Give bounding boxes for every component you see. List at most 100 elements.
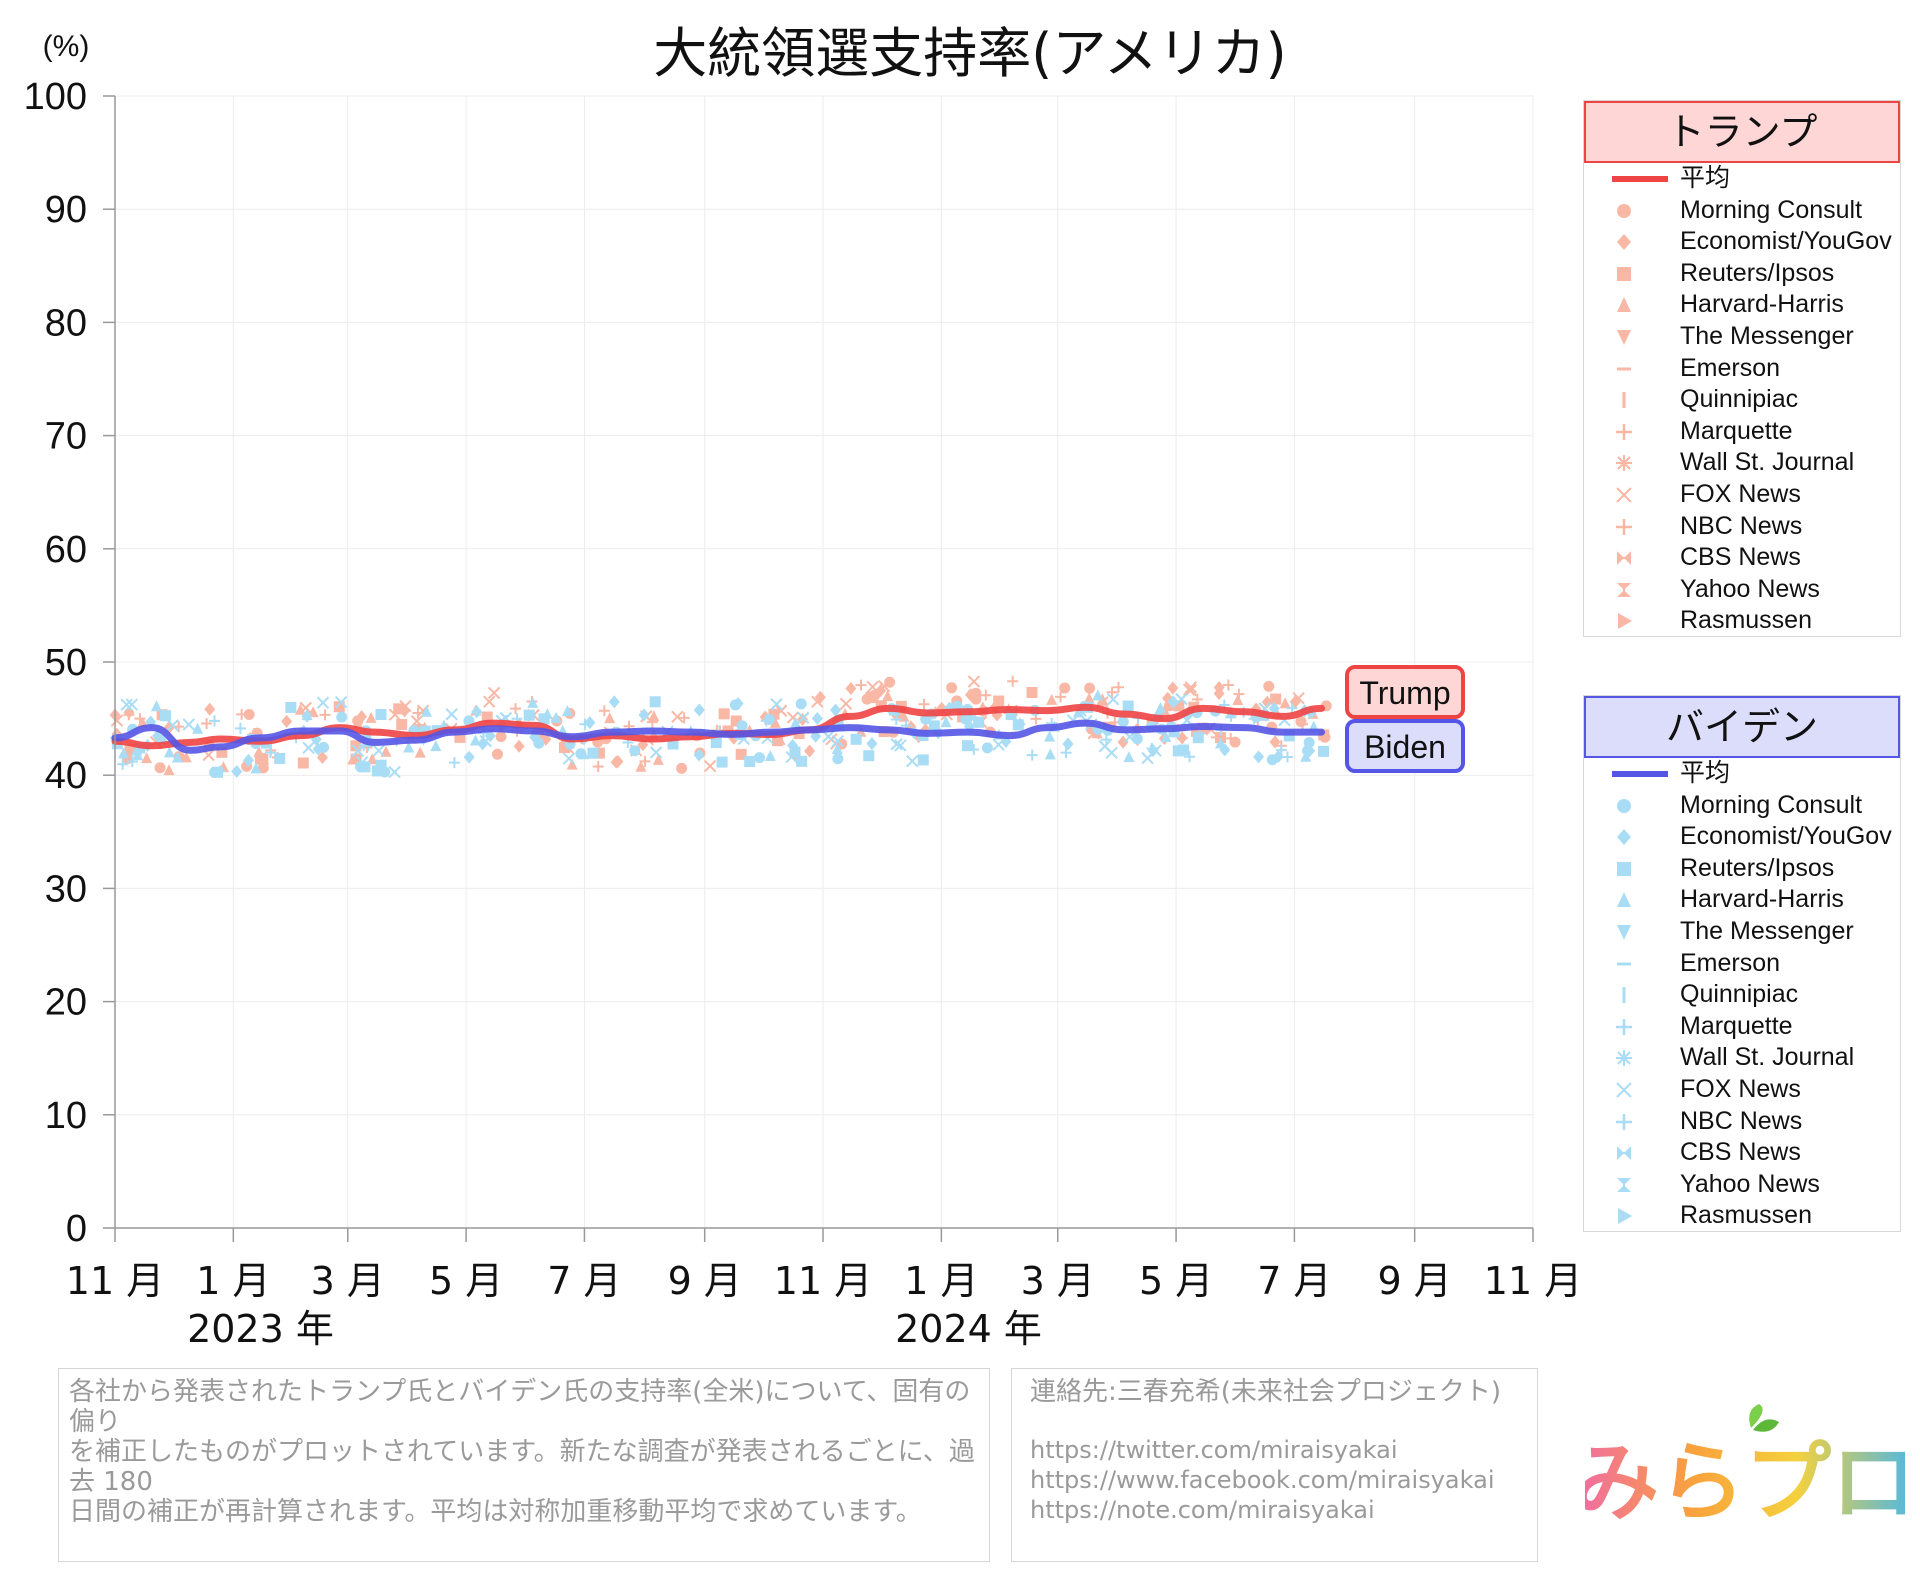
legend-label: NBC News: [1680, 511, 1803, 540]
legend-label: Marquette: [1680, 1011, 1793, 1040]
poll-marker: [1106, 693, 1120, 706]
poll-marker: [593, 747, 605, 759]
poll-marker: [302, 741, 315, 755]
diamond-icon: [1617, 829, 1631, 846]
poll-marker: [347, 753, 359, 765]
bowtie-icon: [1617, 1146, 1631, 1161]
y-tick-label: 70: [45, 416, 87, 458]
poll-marker: [375, 708, 387, 720]
poll-marker: [671, 710, 684, 724]
logo-text: みらプロ: [1585, 1433, 1905, 1533]
poll-marker: [1283, 730, 1295, 742]
poll-marker: [629, 745, 641, 757]
legend-trump: トランプ 平均 Morning Consult Economist/YouGov Re…: [1583, 100, 1901, 637]
poll-marker: [157, 732, 169, 744]
poll-marker: [365, 711, 377, 723]
poll-marker: [981, 742, 993, 754]
poll-marker: [787, 738, 799, 752]
legend-label: Wall St. Journal: [1680, 448, 1855, 477]
link-note[interactable]: https://note.com/miraisyakai: [1030, 1496, 1375, 1524]
plus-icon: [1616, 1018, 1632, 1035]
legend-item: 平均: [1584, 758, 1900, 790]
poll-marker: [894, 739, 907, 752]
poll-marker: [928, 720, 940, 732]
poll-marker: [192, 722, 204, 734]
poll-marker: [1292, 691, 1305, 705]
end-label-biden: Biden: [1345, 719, 1465, 773]
line-icon: [1612, 176, 1668, 182]
poll-marker: [1210, 731, 1222, 743]
poll-marker: [667, 738, 679, 750]
poll-marker: [250, 762, 262, 774]
poll-marker: [550, 711, 562, 723]
poll-marker: [1100, 734, 1112, 746]
legend-item: Marquette: [1584, 1011, 1900, 1043]
poll-marker: [811, 712, 823, 726]
poll-marker: [1263, 680, 1275, 692]
poll-marker: [541, 708, 553, 720]
legend-label: FOX News: [1680, 1074, 1801, 1103]
poll-marker: [1167, 681, 1179, 695]
poll-marker: [336, 711, 348, 723]
poll-marker: [768, 708, 780, 720]
poll-marker: [243, 709, 255, 721]
poll-marker: [523, 709, 535, 721]
legend-item: NBC News: [1584, 1106, 1900, 1138]
poll-marker: [182, 718, 196, 731]
legend-item: Wall St. Journal: [1584, 1042, 1900, 1074]
poll-marker: [649, 746, 663, 759]
poll-marker: [264, 747, 276, 759]
poll-marker: [1225, 732, 1237, 744]
legend-label: FOX News: [1680, 479, 1801, 508]
legend-item: FOX News: [1584, 479, 1900, 511]
legend-label: Emerson: [1680, 353, 1781, 382]
poll-marker: [513, 739, 525, 753]
poll-marker: [961, 740, 973, 752]
poll-marker: [281, 714, 293, 728]
poll-marker: [1275, 744, 1287, 756]
x-tick-label: 11 月: [774, 1259, 872, 1303]
legend-item: Economist/YouGov: [1584, 821, 1900, 853]
legend-item: Economist/YouGov: [1584, 226, 1900, 258]
poll-marker: [333, 701, 345, 713]
poll-marker: [166, 719, 179, 732]
poll-marker: [1222, 679, 1234, 691]
year-label: 2024 年: [895, 1307, 1042, 1351]
poll-marker: [754, 752, 766, 764]
poll-marker: [770, 698, 783, 711]
x-tick-label: 1 月: [904, 1259, 978, 1303]
poll-marker: [208, 715, 220, 727]
poll-marker: [421, 705, 433, 717]
poll-marker: [882, 690, 894, 702]
legend-item: NBC News: [1584, 511, 1900, 543]
poll-marker: [1178, 744, 1190, 756]
circle-icon: [1617, 798, 1631, 813]
plot-grid: [114, 95, 1534, 1229]
poll-marker: [1192, 732, 1204, 744]
poll-marker: [566, 758, 578, 770]
poll-marker: [693, 748, 705, 762]
poll-marker: [469, 734, 481, 746]
poll-marker: [1318, 745, 1330, 757]
legend-item: CBS News: [1584, 1137, 1900, 1169]
poll-marker: [814, 690, 826, 704]
poll-marker: [126, 756, 138, 768]
legend-label: Harvard-Harris: [1680, 885, 1844, 914]
hourglass-icon: [1617, 582, 1631, 597]
poll-marker: [587, 747, 599, 759]
legend-item: Emerson: [1584, 353, 1900, 385]
legend-item: 平均: [1584, 163, 1900, 195]
poll-marker: [584, 716, 596, 730]
poll-marker: [676, 762, 688, 774]
link-facebook[interactable]: https://www.facebook.com/miraisyakai: [1030, 1466, 1495, 1494]
poll-marker: [1147, 744, 1159, 758]
link-twitter[interactable]: https://twitter.com/miraisyakai: [1030, 1436, 1398, 1464]
poll-marker: [1173, 700, 1185, 712]
poll-marker: [495, 731, 507, 743]
square-icon: [1617, 861, 1631, 876]
y-tick-label: 10: [45, 1095, 87, 1137]
poll-marker: [890, 738, 903, 751]
plus-icon: [1616, 423, 1632, 440]
plus-icon: [1616, 1113, 1632, 1130]
chart: Trump Biden 0 10 20 30 40 50 60 70 80 90 100 11 月 1 月…: [24, 22, 1583, 1351]
